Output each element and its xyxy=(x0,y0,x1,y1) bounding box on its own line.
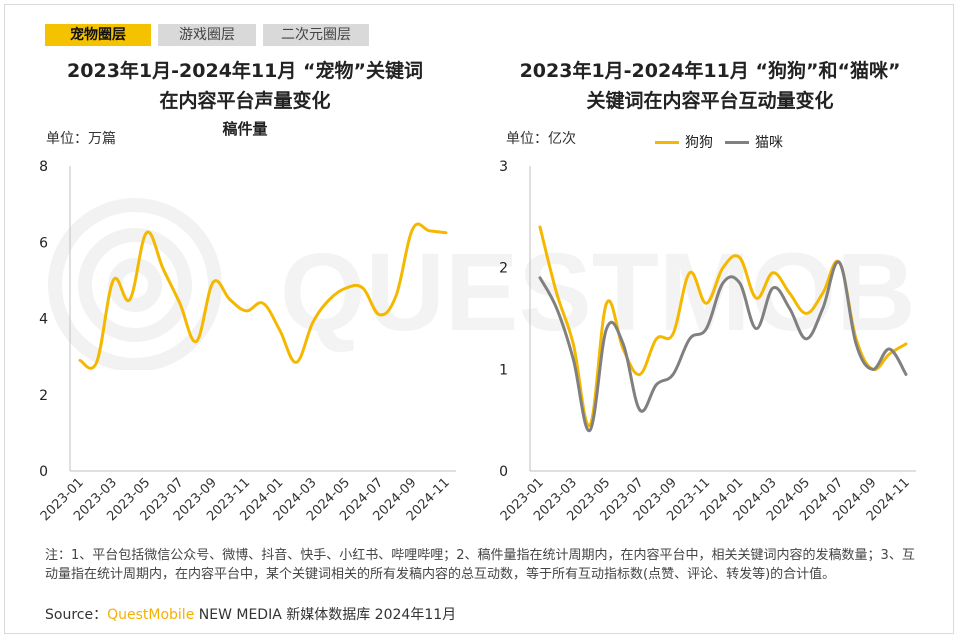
left-title-line1: 2023年1月-2024年11月 “宠物”关键词 xyxy=(67,60,423,82)
page-frame xyxy=(4,4,954,634)
source-line: Source：QuestMobile NEW MEDIA 新媒体数据库 2024… xyxy=(45,604,456,624)
right-chart-y-tick-label: 0 xyxy=(499,464,508,480)
legend-item-cat: 猫咪 xyxy=(725,132,783,152)
right-chart-y-tick-label: 2 xyxy=(499,261,508,277)
left-chart-y-tick-label: 2 xyxy=(39,388,48,404)
source-prefix: Source： xyxy=(45,607,108,623)
right-chart-legend: 狗狗 猫咪 xyxy=(655,132,783,152)
legend-label-dog: 狗狗 xyxy=(685,135,713,151)
left-chart-y-tick-label: 0 xyxy=(39,464,48,480)
right-title-line2: 关键词在内容平台互动量变化 xyxy=(586,90,834,112)
right-chart-y-tick-label: 1 xyxy=(499,362,508,378)
source-rest: NEW MEDIA 新媒体数据库 2024年11月 xyxy=(194,607,457,623)
right-chart-y-tick-label: 3 xyxy=(499,159,508,175)
left-chart-y-tick-label: 4 xyxy=(39,312,48,328)
right-chart-series-line-1 xyxy=(538,260,908,432)
legend-label-cat: 猫咪 xyxy=(755,135,783,151)
right-title-line1: 2023年1月-2024年11月 “狗狗”和“猫咪” xyxy=(519,60,901,82)
right-unit-label: 单位：亿次 xyxy=(506,131,576,147)
source-brand: QuestMobile xyxy=(107,607,195,623)
left-chart-y-tick-label: 8 xyxy=(39,159,48,175)
tab-acg[interactable]: 二次元圈层 xyxy=(263,24,369,46)
legend-swatch-cat xyxy=(725,140,749,144)
left-chart-series-line-0 xyxy=(78,222,448,370)
legend-item-dog: 狗狗 xyxy=(655,132,713,152)
tab-pet[interactable]: 宠物圈层 xyxy=(45,24,151,46)
left-chart-title: 2023年1月-2024年11月 “宠物”关键词 在内容平台声量变化 xyxy=(45,56,445,116)
tab-bar: 宠物圈层 游戏圈层 二次元圈层 xyxy=(45,24,369,46)
left-chart-y-tick-label: 6 xyxy=(39,235,48,251)
right-chart-title: 2023年1月-2024年11月 “狗狗”和“猫咪” 关键词在内容平台互动量变化 xyxy=(505,56,915,116)
left-title-line2: 在内容平台声量变化 xyxy=(159,90,331,112)
left-unit-label: 单位：万篇 xyxy=(46,131,116,147)
left-chart-subtitle: 稿件量 xyxy=(222,120,268,138)
footnote: 注：1、平台包括微信公众号、微博、抖音、快手、小红书、哔哩哔哩；2、稿件量指在统… xyxy=(45,548,915,582)
legend-swatch-dog xyxy=(655,140,679,144)
tab-gaming[interactable]: 游戏圈层 xyxy=(158,24,256,46)
